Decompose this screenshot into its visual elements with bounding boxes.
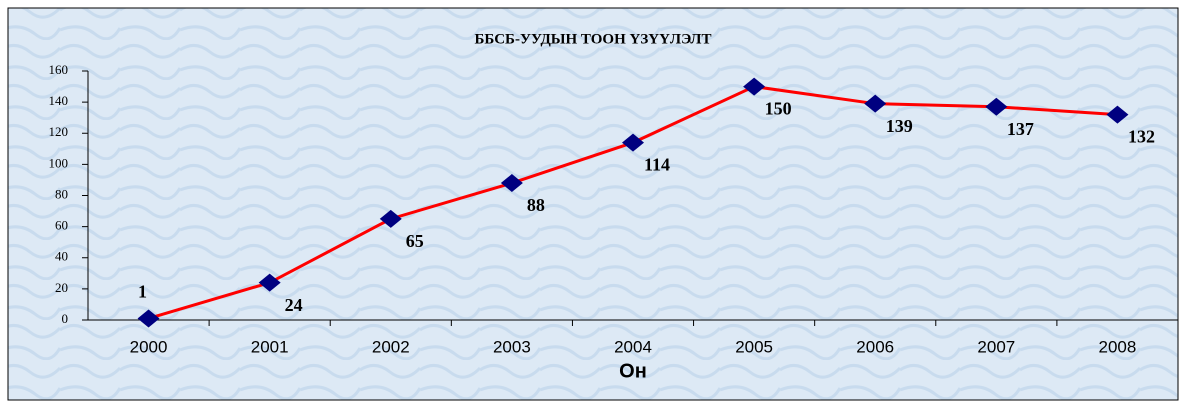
y-tick-label: 80 xyxy=(55,186,68,201)
y-tick-label: 20 xyxy=(55,280,68,295)
y-tick-label: 0 xyxy=(62,311,69,326)
data-point xyxy=(137,309,160,328)
x-tick-label: 2004 xyxy=(614,337,652,356)
data-point xyxy=(258,273,281,292)
data-point xyxy=(500,174,523,193)
y-tick-label: 60 xyxy=(55,218,68,233)
data-point xyxy=(379,209,402,228)
x-axis-label: Он xyxy=(619,360,647,382)
data-label: 150 xyxy=(765,99,792,119)
x-tick-label: 2002 xyxy=(372,337,410,356)
data-label: 24 xyxy=(285,295,303,315)
x-tick-label: 2008 xyxy=(1099,337,1137,356)
x-tick-label: 2007 xyxy=(977,337,1015,356)
data-point xyxy=(622,133,644,152)
data-point xyxy=(985,97,1008,116)
y-tick-label: 140 xyxy=(49,93,69,108)
data-label: 139 xyxy=(886,116,913,136)
chart-frame xyxy=(7,7,1179,401)
y-tick-label: 160 xyxy=(49,62,69,77)
x-tick-label: 2005 xyxy=(735,337,773,356)
y-tick-label: 40 xyxy=(55,249,68,264)
x-tick-label: 2003 xyxy=(493,337,531,356)
data-label: 132 xyxy=(1128,127,1155,147)
data-label: 1 xyxy=(138,282,147,302)
data-point xyxy=(864,94,887,113)
data-label: 65 xyxy=(406,231,424,251)
y-tick-label: 120 xyxy=(49,124,69,139)
data-point xyxy=(1106,105,1129,124)
x-tick-label: 2006 xyxy=(856,337,894,356)
x-tick-label: 2000 xyxy=(130,337,168,356)
y-tick-label: 100 xyxy=(49,155,69,170)
x-tick-label: 2001 xyxy=(251,337,289,356)
data-label: 137 xyxy=(1007,119,1034,139)
data-point xyxy=(743,77,766,96)
data-label: 88 xyxy=(527,195,545,215)
data-label: 114 xyxy=(644,155,670,175)
chart-title: ББСБ-УУДЫН ТООН ҮЗҮҮЛЭЛТ xyxy=(474,31,711,47)
